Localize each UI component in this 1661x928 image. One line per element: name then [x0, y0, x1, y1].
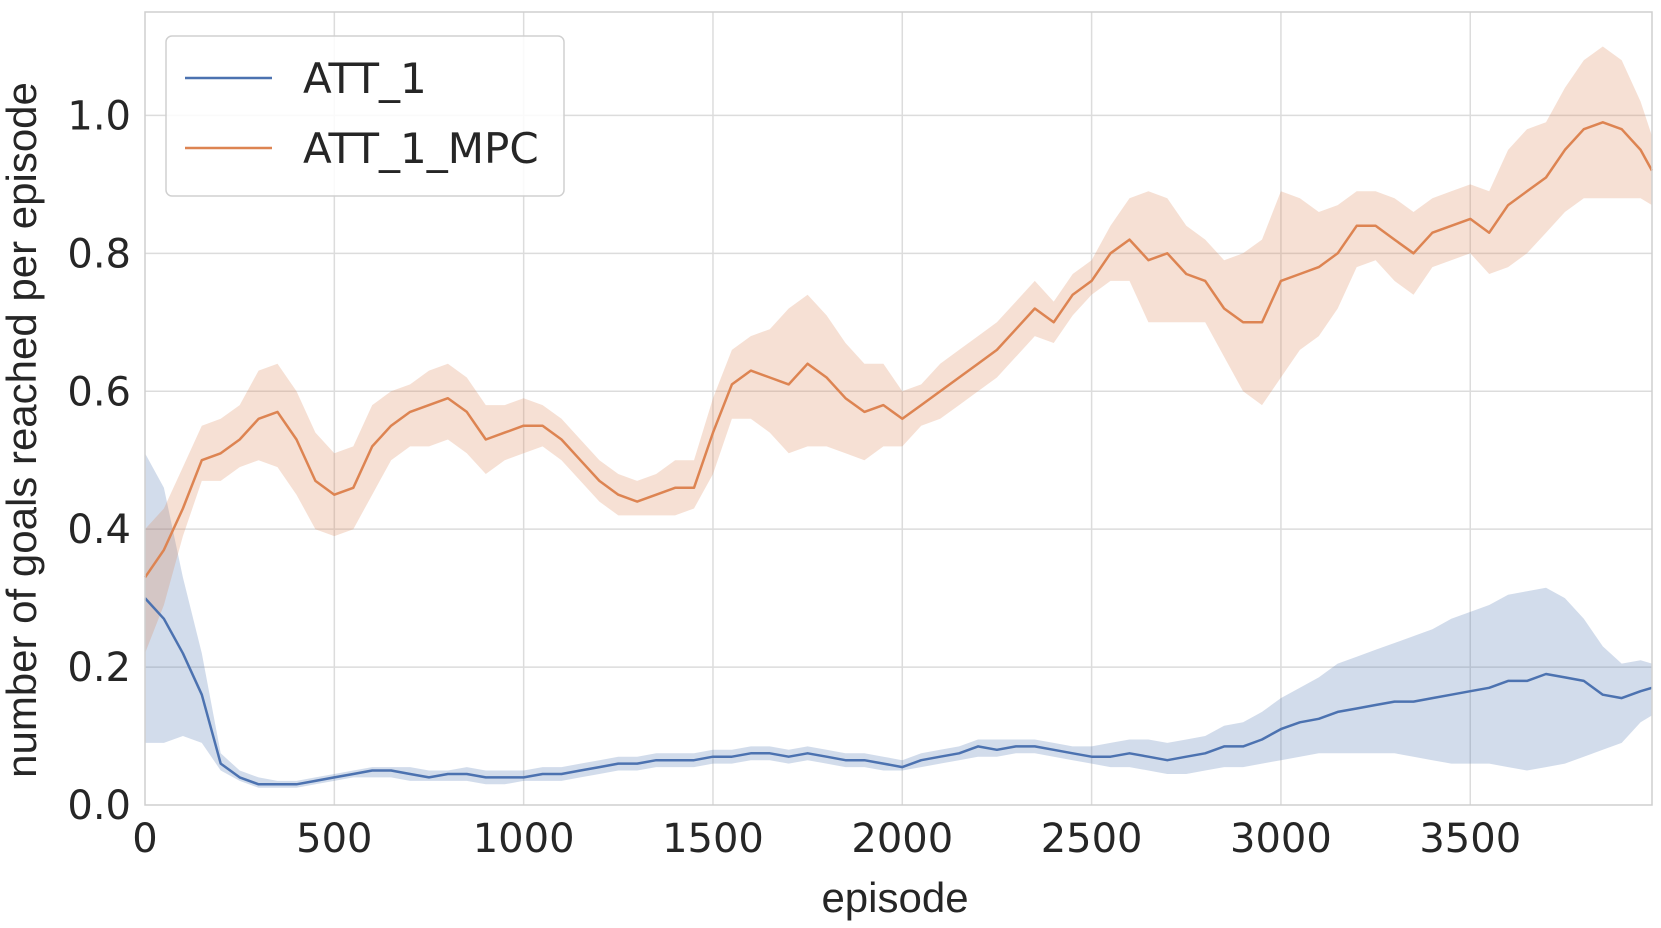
y-tick-label: 0.0 [67, 783, 131, 829]
legend-label-att-1-mpc: ATT_1_MPC [303, 124, 539, 173]
x-tick-label: 3500 [1419, 816, 1521, 862]
confidence-bands [145, 46, 1652, 788]
y-tick-label: 0.8 [67, 231, 131, 277]
x-tick-label: 500 [296, 816, 372, 862]
x-tick-label: 1500 [662, 816, 764, 862]
series-lines [143, 121, 1654, 786]
legend-label-att-1: ATT_1 [303, 54, 427, 103]
band-att-1 [145, 453, 1652, 788]
y-axis-title: number of goals reached per episode [0, 82, 45, 778]
plot-frame [144, 11, 1653, 806]
y-tick-label: 0.6 [67, 369, 131, 415]
y-tick-label: 0.2 [67, 645, 131, 691]
x-tick-label: 2000 [851, 816, 953, 862]
y-tick-label: 1.0 [67, 93, 131, 139]
legend: ATT_1 ATT_1_MPC [165, 35, 565, 197]
x-tick-labels: 0 500 1000 1500 2000 2500 3000 3500 [132, 816, 1521, 862]
x-axis-title: episode [821, 874, 968, 921]
y-tick-label: 0.4 [67, 507, 131, 553]
y-tick-labels: 0.0 0.2 0.4 0.6 0.8 1.0 [67, 93, 131, 829]
x-tick-label: 2500 [1041, 816, 1143, 862]
line-att-1 [144, 597, 1653, 786]
line-att-1-mpc [143, 121, 1654, 579]
x-tick-label: 0 [132, 816, 157, 862]
x-tick-label: 1000 [473, 816, 575, 862]
x-tick-label: 3000 [1230, 816, 1332, 862]
grid [145, 12, 1652, 805]
legend-box [165, 35, 565, 197]
